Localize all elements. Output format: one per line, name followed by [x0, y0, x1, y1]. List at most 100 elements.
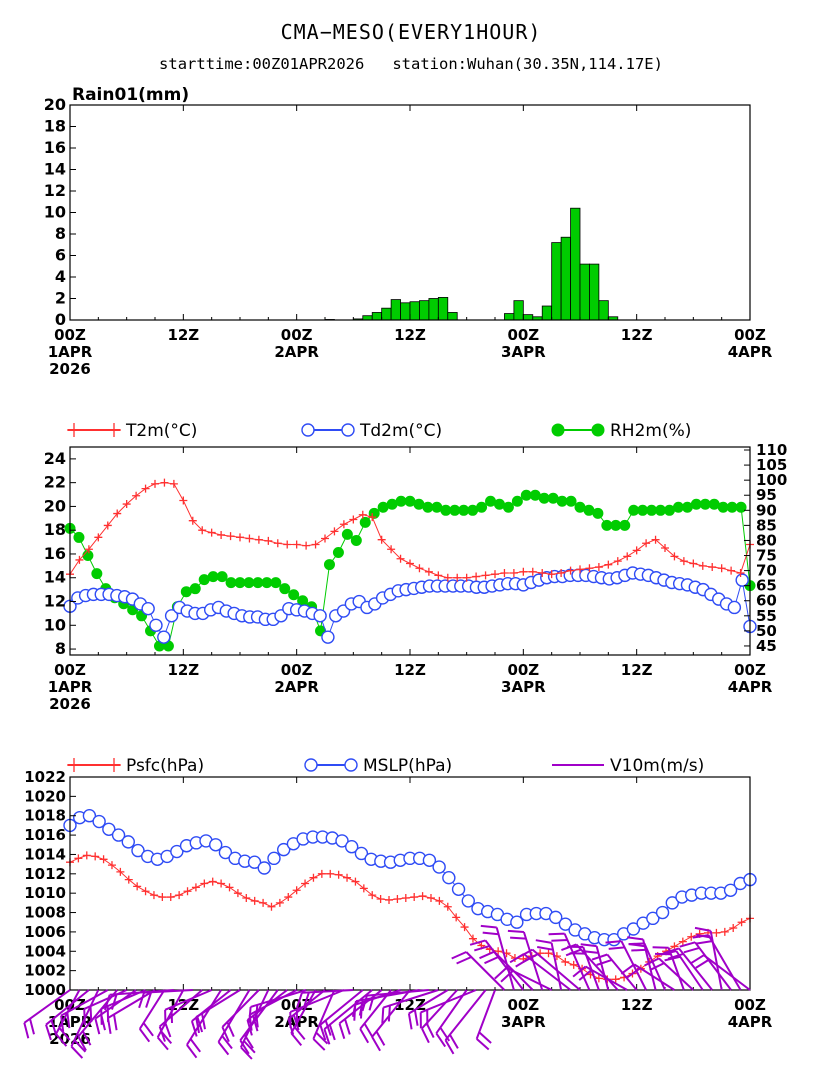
- data-point: [632, 546, 641, 555]
- data-point: [604, 560, 613, 569]
- data-point: [708, 563, 717, 572]
- data-point: [594, 974, 603, 983]
- x-tick-date: 3APR: [501, 343, 546, 361]
- data-point: [494, 947, 503, 956]
- data-point: [359, 516, 371, 528]
- wind-barb: [407, 989, 449, 1030]
- data-point: [729, 924, 738, 933]
- wind-barb: [371, 989, 411, 1052]
- wind-barb: [248, 989, 307, 1023]
- y-tick-label: 95: [756, 486, 777, 504]
- rain-bar: [541, 305, 553, 321]
- wind-barb: [290, 989, 317, 1047]
- data-point: [443, 573, 452, 582]
- wind-barb: [660, 950, 704, 991]
- data-point: [67, 423, 81, 437]
- y-tick-label: 12: [44, 181, 66, 200]
- wind-barb: [45, 989, 90, 1041]
- rain-bar: [419, 300, 430, 321]
- y-tick-label: 20: [44, 95, 66, 114]
- legend-t2m: T2m(°C): [67, 421, 197, 441]
- data-point: [359, 884, 368, 893]
- wind-barb: [60, 989, 109, 1032]
- data-point: [133, 882, 142, 891]
- data-point: [717, 564, 726, 573]
- data-point: [254, 535, 263, 544]
- y-tick-label: 80: [756, 531, 777, 549]
- data-point: [175, 891, 184, 900]
- data-point: [626, 922, 641, 936]
- data-point: [158, 893, 167, 902]
- data-point: [387, 545, 396, 554]
- rain-bar: [390, 299, 401, 321]
- data-point: [354, 846, 369, 861]
- x-tick-date: 2APR: [274, 343, 319, 361]
- wind-barb: [138, 989, 193, 1009]
- data-point: [91, 568, 103, 580]
- data-point: [169, 479, 178, 488]
- data-point: [218, 845, 233, 860]
- data-point: [216, 571, 228, 583]
- series-line: [69, 572, 751, 639]
- data-point: [132, 491, 141, 500]
- series-2-circle: [63, 809, 757, 947]
- data-point: [82, 809, 97, 823]
- y-tick-label: 6: [55, 246, 66, 265]
- data-point: [91, 852, 100, 861]
- wind-barb: [548, 932, 591, 991]
- data-point: [558, 917, 573, 931]
- x-tick-label: 12Z: [394, 661, 426, 679]
- data-point: [121, 835, 135, 849]
- y-tick-label: 10: [44, 615, 66, 634]
- y-axis-left-2: 8 10 12 14 16 18 20 22 24: [44, 449, 76, 658]
- data-point: [309, 873, 318, 882]
- y-axis-left-1: 0 2 4 6 8 10 12 14 16 18 20: [44, 95, 76, 329]
- data-point: [432, 860, 446, 874]
- wind-barb: [295, 989, 354, 1009]
- legend-label: RH2m(%): [610, 421, 691, 441]
- data-point: [655, 905, 670, 920]
- data-point: [341, 423, 355, 437]
- data-point: [551, 423, 565, 437]
- data-point: [332, 547, 344, 559]
- rain-bars: [324, 207, 619, 321]
- data-point: [170, 844, 184, 859]
- x-tick-date: 1APR: [48, 343, 93, 361]
- y-tick-label: 8: [55, 224, 66, 243]
- data-point: [335, 834, 349, 848]
- data-point: [576, 565, 584, 574]
- data-point: [75, 555, 84, 564]
- series-1-plus: [66, 478, 754, 582]
- x-tick-label: 00Z: [281, 661, 313, 679]
- legend-v10m: V10m(m/s): [552, 756, 704, 776]
- wind-barb: [319, 989, 364, 1041]
- rain-bar: [504, 313, 515, 321]
- data-point: [301, 879, 310, 888]
- y-tick-label: 2: [55, 289, 66, 308]
- data-point: [468, 934, 477, 943]
- y-tick-label: 12: [44, 592, 66, 611]
- wind-barb: [692, 934, 742, 991]
- data-point: [277, 842, 291, 857]
- rain-bar: [428, 298, 439, 321]
- data-point: [426, 894, 435, 903]
- data-point: [225, 883, 234, 892]
- starttime-label: starttime:00Z01APR2026: [159, 55, 365, 73]
- data-point: [368, 513, 377, 522]
- data-point: [368, 891, 377, 900]
- wind-barb: [517, 948, 581, 991]
- data-point: [326, 869, 335, 878]
- data-point: [651, 535, 660, 544]
- wind-barb: [195, 989, 241, 1034]
- data-point: [566, 566, 575, 575]
- data-point: [735, 501, 747, 513]
- data-point: [569, 960, 578, 969]
- rain-bar: [400, 302, 411, 321]
- wind-barb: [561, 943, 619, 991]
- data-point: [113, 509, 122, 518]
- y-tick-label: 1000: [24, 981, 66, 999]
- y-tick-label: 1020: [24, 787, 66, 805]
- data-point: [736, 568, 745, 577]
- data-point: [321, 534, 329, 543]
